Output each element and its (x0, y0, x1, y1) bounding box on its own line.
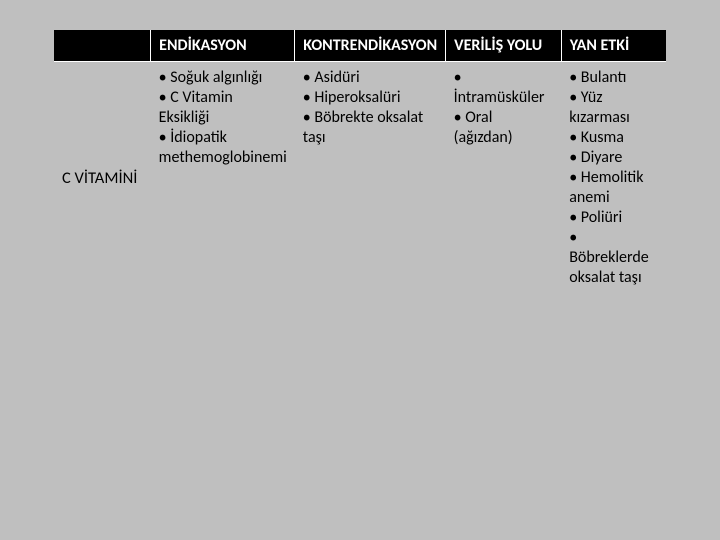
cell-kontrendikasyon: • Asidüri• Hiperoksalüri• Böbrekte oksal… (295, 62, 446, 295)
header-kontrendikasyon: KONTRENDİKASYON (295, 30, 446, 62)
cell-yanetki: • Bulantı• Yüz kızarması• Kusma• Diyare•… (561, 62, 666, 295)
header-verilis: VERİLİŞ YOLU (446, 30, 562, 62)
table-header-row: ENDİKASYON KONTRENDİKASYON VERİLİŞ YOLU … (54, 30, 666, 62)
row-label: C VİTAMİNİ (54, 62, 151, 295)
header-empty (54, 30, 151, 62)
header-yanetki: YAN ETKİ (561, 30, 666, 62)
cell-endikasyon: • Soğuk algınlığı• C Vitamin Eksikliği• … (151, 62, 295, 295)
vitamin-table: ENDİKASYON KONTRENDİKASYON VERİLİŞ YOLU … (54, 30, 666, 294)
table-row: C VİTAMİNİ • Soğuk algınlığı• C Vitamin … (54, 62, 666, 295)
slide: { "table": { "headers": ["", "ENDİKASYON… (0, 0, 720, 540)
header-endikasyon: ENDİKASYON (151, 30, 295, 62)
cell-verilis: • İntramüsküler• Oral (ağızdan) (446, 62, 562, 295)
